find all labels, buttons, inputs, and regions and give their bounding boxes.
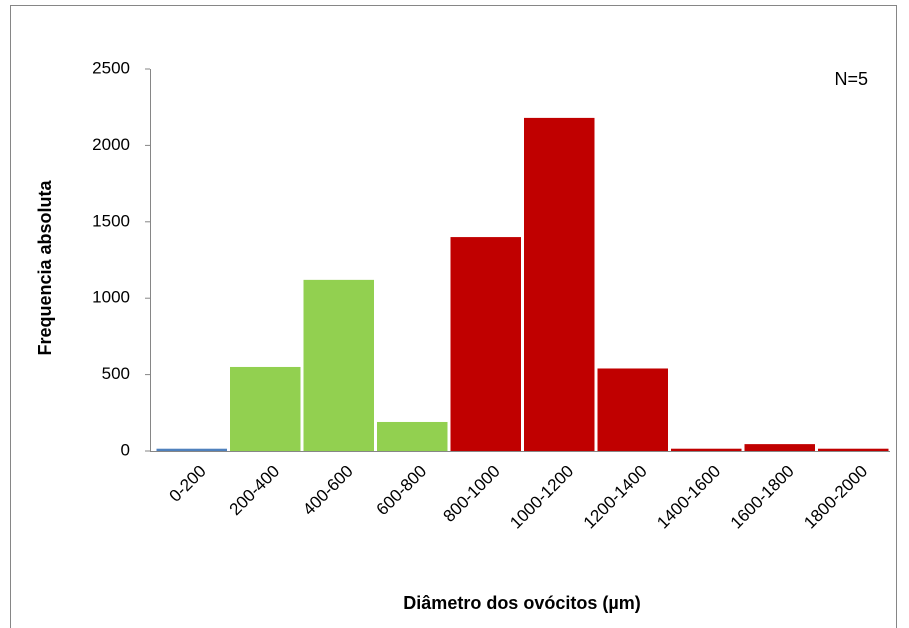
y-tick-label: 1500 [92, 211, 130, 230]
bar [303, 279, 374, 451]
annotation: N=5 [834, 69, 868, 89]
bar [377, 421, 448, 451]
y-tick-label: 1000 [92, 288, 130, 307]
bar [156, 448, 227, 451]
y-tick-label: 2000 [92, 135, 130, 154]
y-axis-title: Frequencia absoluta [35, 179, 55, 355]
y-tick-label: 500 [102, 364, 130, 383]
bar [744, 444, 815, 451]
bar [671, 448, 742, 451]
x-axis-title: Diâmetro dos ovócitos (µm) [403, 593, 640, 613]
bar [597, 368, 668, 451]
bar [230, 366, 301, 451]
bar [818, 448, 889, 451]
bar [524, 117, 595, 452]
y-tick-label: 0 [121, 440, 130, 459]
bar [450, 237, 521, 451]
y-tick-label: 2500 [92, 58, 130, 77]
